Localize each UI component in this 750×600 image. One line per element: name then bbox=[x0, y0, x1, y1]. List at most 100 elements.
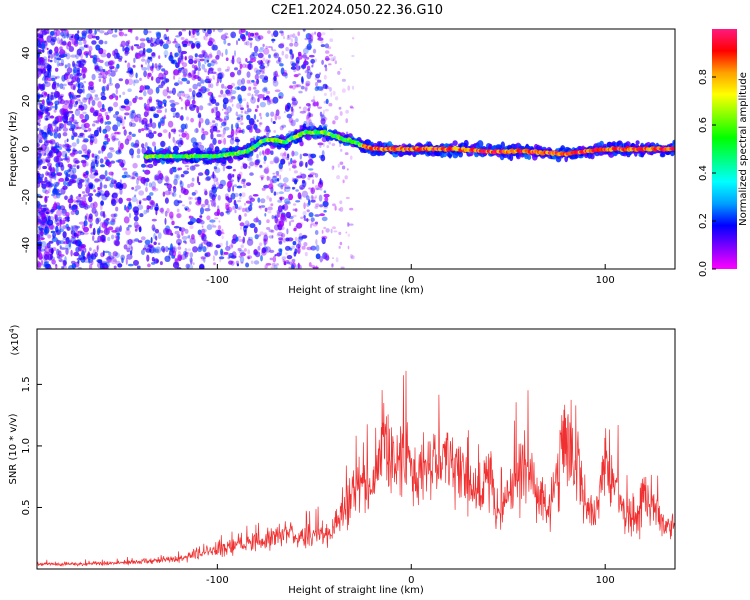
heatmap-cell bbox=[283, 188, 286, 193]
heatmap-cell bbox=[147, 132, 155, 139]
heatmap-cell bbox=[124, 174, 131, 178]
heatmap-cell bbox=[37, 133, 42, 141]
heatmap-cell bbox=[259, 164, 263, 168]
heatmap-cell bbox=[71, 135, 75, 140]
colorbar: 0.00.20.40.60.8 Normalized spectral ampl… bbox=[698, 29, 749, 277]
heatmap-cell bbox=[84, 247, 87, 253]
heatmap-cell bbox=[43, 135, 48, 142]
heatmap-cell bbox=[238, 249, 245, 254]
heatmap-cell bbox=[72, 147, 76, 155]
heatmap-cell bbox=[47, 162, 52, 167]
heatmap-cell bbox=[92, 123, 96, 127]
heatmap-cell bbox=[321, 59, 324, 65]
heatmap-cell bbox=[238, 97, 243, 104]
heatmap-cell bbox=[88, 213, 93, 220]
heatmap-cell bbox=[188, 30, 191, 37]
heatmap-cell bbox=[143, 127, 150, 131]
heatmap-cell bbox=[271, 38, 276, 42]
heatmap-cell bbox=[180, 37, 185, 40]
heatmap-cell bbox=[136, 265, 141, 269]
heatmap-cell bbox=[204, 88, 210, 92]
heatmap-cell bbox=[204, 57, 207, 65]
heatmap-cell bbox=[76, 257, 83, 261]
heatmap-cell bbox=[55, 166, 59, 174]
heatmap-cell bbox=[213, 40, 216, 45]
heatmap-cell bbox=[265, 125, 270, 132]
heatmap-cell bbox=[139, 42, 146, 49]
heatmap-cell bbox=[130, 246, 133, 252]
heatmap-cell bbox=[210, 98, 217, 104]
heatmap-cell bbox=[263, 184, 269, 189]
heatmap-cell bbox=[68, 203, 72, 209]
heatmap-cell bbox=[55, 225, 59, 233]
heatmap-cell bbox=[190, 257, 193, 265]
heatmap-cell bbox=[199, 234, 204, 238]
heatmap-cell bbox=[93, 189, 96, 193]
heatmap-cell bbox=[110, 256, 117, 265]
heatmap-cell bbox=[248, 205, 253, 212]
heatmap-cell bbox=[288, 246, 291, 250]
heatmap-cell bbox=[298, 264, 302, 269]
heatmap-cell bbox=[240, 122, 244, 125]
heatmap-cell bbox=[210, 60, 215, 67]
heatmap-cell bbox=[347, 221, 349, 227]
heatmap-cell bbox=[281, 50, 285, 56]
heatmap-cell bbox=[345, 118, 349, 124]
heatmap-cell bbox=[284, 198, 291, 205]
heatmap-cell bbox=[308, 54, 315, 58]
heatmap-cell bbox=[56, 205, 62, 210]
heatmap-cell bbox=[259, 101, 266, 108]
heatmap-cell bbox=[229, 71, 235, 78]
heatmap-cell bbox=[249, 32, 255, 37]
heatmap-cell bbox=[241, 78, 246, 85]
heatmap-cell bbox=[236, 207, 241, 210]
heatmap-cell bbox=[209, 52, 213, 58]
heatmap-cell bbox=[188, 196, 192, 201]
heatmap-cell bbox=[47, 29, 50, 34]
heatmap-cell bbox=[197, 112, 202, 118]
heatmap-cell bbox=[63, 180, 67, 186]
heatmap-cell bbox=[78, 77, 85, 80]
heatmap-cell bbox=[248, 118, 255, 126]
heatmap-cell bbox=[243, 248, 247, 252]
heatmap-cell bbox=[301, 64, 307, 69]
heatmap-cell bbox=[60, 31, 65, 37]
heatmap-cell bbox=[174, 52, 179, 58]
heatmap-cell bbox=[311, 195, 314, 199]
heatmap-cell bbox=[119, 105, 126, 112]
heatmap-cell bbox=[54, 46, 59, 54]
heatmap-cell bbox=[322, 142, 325, 147]
heatmap-cell bbox=[44, 229, 49, 236]
heatmap-cell bbox=[227, 42, 231, 46]
heatmap-cell bbox=[57, 132, 62, 139]
heatmap-cell bbox=[72, 69, 77, 76]
snr-y-axis-label: SNR (10 * v/v) bbox=[8, 413, 19, 484]
heatmap-cell bbox=[107, 106, 114, 112]
heatmap-cell bbox=[204, 36, 208, 41]
heatmap-cell bbox=[285, 218, 288, 223]
heatmap-cell bbox=[235, 236, 239, 242]
heatmap-cell bbox=[254, 32, 259, 36]
heatmap-cell bbox=[286, 153, 290, 159]
heatmap-cell bbox=[44, 152, 47, 156]
heatmap-cell bbox=[344, 175, 348, 180]
heatmap-cell bbox=[190, 43, 195, 49]
heatmap-cell bbox=[230, 31, 237, 39]
heatmap-cell bbox=[246, 104, 250, 109]
heatmap-cell bbox=[127, 238, 133, 245]
heatmap-cell bbox=[60, 38, 63, 44]
heatmap-cell bbox=[212, 96, 216, 99]
heatmap-cell bbox=[46, 219, 54, 226]
heatmap-cell bbox=[293, 151, 299, 156]
heatmap-cell bbox=[55, 202, 61, 206]
heatmap-cell bbox=[222, 165, 226, 172]
heatmap-cell bbox=[135, 172, 139, 178]
heatmap-cell bbox=[155, 65, 161, 71]
heatmap-cell bbox=[231, 96, 236, 100]
heatmap-cell bbox=[198, 121, 201, 128]
heatmap-cell bbox=[119, 120, 123, 124]
heatmap-cell bbox=[164, 175, 169, 182]
heatmap-cell bbox=[131, 196, 137, 203]
heatmap-cell bbox=[214, 211, 220, 216]
heatmap-cell bbox=[146, 48, 153, 53]
